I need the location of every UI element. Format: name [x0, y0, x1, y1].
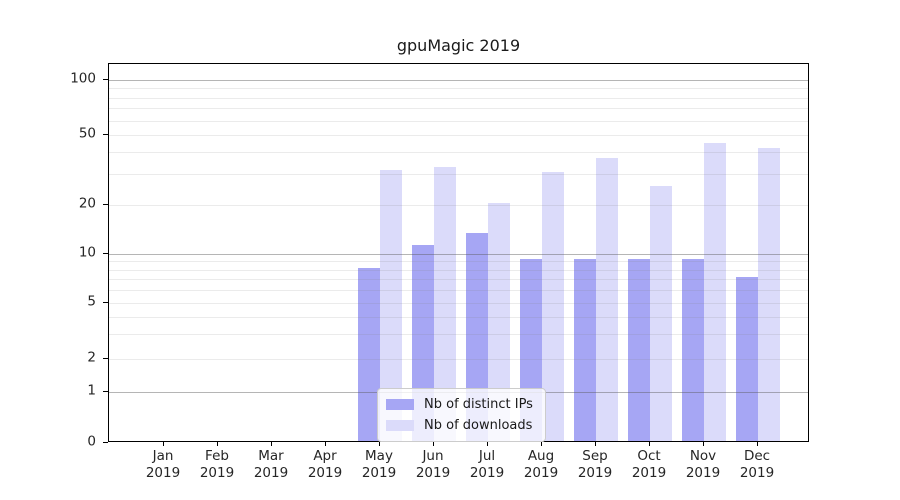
gridline-minor — [109, 205, 808, 206]
x-tick-label: Apr 2019 — [307, 448, 343, 481]
legend: Nb of distinct IPs Nb of downloads — [377, 388, 546, 442]
gridline-minor — [109, 108, 808, 110]
x-tick-label: May 2019 — [361, 448, 397, 481]
x-tick-mark — [379, 442, 380, 446]
legend-item-nb-of-distinct-ips: Nb of distinct IPs — [386, 397, 533, 412]
y-tick-mark — [103, 442, 108, 443]
bar-nb-of-distinct-ips — [628, 259, 650, 441]
x-tick-mark — [487, 442, 488, 446]
y-tick-mark — [103, 79, 108, 80]
bar-nb-of-downloads — [596, 158, 618, 441]
y-tick-mark — [103, 391, 108, 392]
bar-nb-of-downloads — [758, 148, 780, 441]
x-tick-mark — [595, 442, 596, 446]
gridline-minor — [109, 135, 808, 136]
x-tick-label: Sep 2019 — [577, 448, 613, 481]
y-tick-label: 100 — [70, 70, 96, 87]
chart-title: gpuMagic 2019 — [396, 36, 521, 55]
legend-item-nb-of-downloads: Nb of downloads — [386, 418, 533, 433]
x-tick-mark — [217, 442, 218, 446]
gridline-minor — [109, 279, 808, 281]
bar-nb-of-downloads — [380, 169, 402, 441]
x-tick-mark — [325, 442, 326, 446]
y-tick-label: 5 — [87, 293, 96, 310]
gridline-minor — [109, 334, 808, 336]
gridline-minor — [109, 359, 808, 360]
gridline-minor — [109, 97, 808, 99]
bar-nb-of-downloads — [542, 172, 564, 441]
x-tick-label: Mar 2019 — [253, 448, 289, 481]
y-tick-mark — [103, 302, 108, 303]
x-tick-label: Nov 2019 — [685, 448, 721, 481]
x-tick-mark — [541, 442, 542, 446]
bar-nb-of-downloads — [704, 142, 726, 441]
x-tick-label: Jun 2019 — [415, 448, 451, 481]
bar-nb-of-distinct-ips — [682, 259, 704, 441]
bar-nb-of-distinct-ips — [736, 277, 758, 441]
plot-area — [108, 63, 809, 442]
y-tick-label: 0 — [87, 433, 96, 450]
x-tick-mark — [757, 442, 758, 446]
legend-label: Nb of downloads — [424, 418, 533, 433]
x-tick-mark — [649, 442, 650, 446]
y-tick-label: 50 — [78, 125, 96, 142]
gridline-minor — [109, 174, 808, 176]
bar-nb-of-distinct-ips — [574, 259, 596, 441]
x-tick-mark — [703, 442, 704, 446]
bar-nb-of-distinct-ips — [358, 267, 380, 441]
gridline-minor — [109, 269, 808, 271]
gridline-minor — [109, 303, 808, 304]
bar-nb-of-downloads — [434, 167, 456, 441]
x-tick-label: Jul 2019 — [469, 448, 505, 481]
y-tick-label: 20 — [78, 195, 96, 212]
gridline-minor — [109, 88, 808, 90]
y-tick-mark — [103, 204, 108, 205]
x-tick-mark — [163, 442, 164, 446]
legend-swatch — [386, 420, 414, 431]
gridline-major — [109, 254, 808, 255]
x-tick-label: Feb 2019 — [199, 448, 235, 481]
x-tick-mark — [433, 442, 434, 446]
x-tick-label: Dec 2019 — [739, 448, 775, 481]
bar-nb-of-downloads — [488, 203, 510, 441]
y-tick-label: 10 — [78, 244, 96, 261]
gridline-minor — [109, 261, 808, 263]
y-tick-mark — [103, 253, 108, 254]
gridline-major — [109, 80, 808, 81]
gridline-minor — [109, 120, 808, 122]
y-tick-mark — [103, 134, 108, 135]
bar-nb-of-downloads — [650, 185, 672, 441]
x-tick-label: Jan 2019 — [145, 448, 181, 481]
x-tick-mark — [271, 442, 272, 446]
gridline-minor — [109, 290, 808, 292]
x-tick-label: Aug 2019 — [523, 448, 559, 481]
gridline-minor — [109, 152, 808, 154]
y-tick-label: 2 — [87, 349, 96, 366]
legend-swatch — [386, 399, 414, 410]
y-tick-mark — [103, 358, 108, 359]
gridline-minor — [109, 316, 808, 318]
legend-label: Nb of distinct IPs — [424, 397, 533, 412]
x-tick-label: Oct 2019 — [631, 448, 667, 481]
y-tick-label: 1 — [87, 382, 96, 399]
